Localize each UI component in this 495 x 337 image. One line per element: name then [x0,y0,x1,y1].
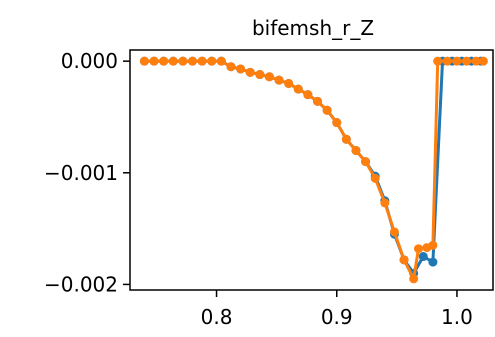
series-1-point [418,252,428,262]
plot-frame [129,49,494,291]
chart-title: bifemsh_r_Z [252,16,374,40]
y-tick-label: −0.002 [44,272,118,296]
y-tick-label: −0.001 [44,161,118,185]
series-2-point [452,56,462,66]
series-2-point [433,56,443,66]
series-2-point [399,255,409,265]
series-2-point [442,56,452,66]
series-2-point [478,56,488,66]
series-1-line [144,59,481,275]
x-tick-label: 0.9 [321,305,353,329]
series-2-point [413,244,423,254]
series-2-point [293,84,303,94]
series-2 [139,56,488,284]
series-2-point [332,118,342,128]
series-2-point [471,56,481,66]
series-2-point [341,134,351,144]
series-2-point [428,240,438,250]
series-2-point [236,64,246,74]
series-2-point [188,56,197,66]
series-2-point [322,105,332,115]
series-2-point [284,78,294,88]
series-2-point [264,72,274,82]
series-2-point [389,227,399,237]
series-2-point [139,56,149,66]
series-2-point [274,75,284,85]
series-layer [139,56,488,284]
x-axis: 0.8 0.9 1.0 [201,290,473,329]
series-2-point [313,96,323,106]
series-2-point [159,56,169,66]
series-2-point [168,56,178,66]
series-2-point [370,173,380,183]
series-2-point [380,198,390,208]
series-2-point [149,56,159,66]
series-2-point [245,67,255,77]
series-2-point [226,62,236,72]
series-2-point [255,70,265,80]
series-2-point [351,145,361,155]
series-2-point [197,56,207,66]
x-tick-label: 1.0 [441,305,473,329]
series-2-point [462,56,472,66]
y-axis: 0.000 −0.001 −0.002 [44,49,130,296]
series-2-point [207,56,217,66]
series-2-point [361,157,371,167]
series-1-point [428,257,438,267]
series-2-point [216,56,226,66]
series-2-point [409,274,419,284]
series-2-point [178,56,188,66]
y-tick-label: 0.000 [61,49,118,73]
series-2-point [303,90,313,100]
x-tick-label: 0.8 [201,305,233,329]
